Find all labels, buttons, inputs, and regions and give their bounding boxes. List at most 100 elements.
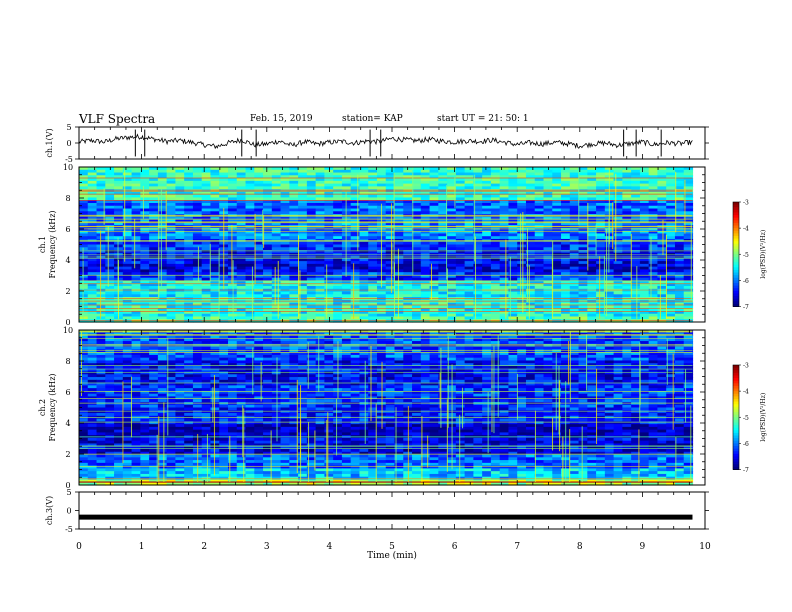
spectrogram-cell — [552, 178, 562, 182]
spectrogram-cell — [473, 269, 483, 273]
spectrogram-cell — [534, 214, 545, 218]
spectrogram-cell — [394, 250, 404, 254]
spectrogram-cell — [482, 236, 492, 240]
spectrogram-cell — [569, 247, 580, 251]
spectrogram-cell — [403, 263, 413, 268]
spectrogram-cell — [666, 280, 676, 284]
colorbar-segment — [733, 215, 739, 219]
spectrogram-cell — [666, 183, 676, 187]
colorbar-segment — [733, 262, 739, 266]
spectrogram-cell — [157, 222, 168, 226]
spectrogram-cell — [596, 261, 606, 265]
spectrogram-cell — [499, 244, 510, 248]
spectrogram-cell — [429, 244, 439, 248]
spectrogram-cell — [192, 219, 203, 223]
spectrogram-cell — [271, 341, 282, 345]
spectrogram-cell — [254, 216, 264, 221]
spectrogram-cell — [674, 214, 685, 218]
spectrogram-cell — [657, 313, 667, 318]
spectrogram-cell — [420, 310, 431, 315]
spectrogram-cell — [657, 222, 667, 226]
spectrogram-cell — [131, 197, 141, 201]
spectrogram-cell — [394, 194, 404, 199]
spectrogram-cell — [473, 227, 483, 232]
spectrogram-cell — [122, 341, 133, 345]
spectrogram-cell — [490, 211, 501, 215]
spectrogram-cell — [622, 191, 632, 196]
spectrogram-cell — [263, 197, 273, 201]
spectrogram-cell — [254, 338, 264, 342]
spectrogram-cell — [131, 291, 141, 295]
spectrogram-cell — [122, 280, 133, 284]
spectrogram-cell — [333, 269, 343, 273]
spectrogram-cell — [438, 354, 448, 359]
spectrogram-cell — [438, 216, 448, 221]
spectrogram-cell — [525, 175, 536, 179]
spectrogram-cell — [131, 241, 141, 246]
spectrogram-cell — [280, 346, 290, 350]
spectrogram-cell — [157, 186, 168, 190]
spectrogram-cell — [674, 316, 685, 320]
spectrogram-cell — [149, 214, 159, 218]
spectrogram-cell — [324, 241, 334, 246]
spectrogram-cell — [631, 316, 641, 320]
spectrogram-cell — [140, 346, 150, 350]
spectrogram-cell — [236, 205, 247, 210]
spectrogram-cell — [96, 194, 106, 199]
spectrogram-cell — [114, 236, 124, 240]
spectrogram-cell — [210, 346, 220, 350]
spectrogram-cell — [184, 263, 194, 268]
spectrogram-cell — [87, 263, 98, 268]
spectrogram-cell — [333, 266, 343, 271]
spectrogram-cell — [561, 261, 571, 265]
spectrogram-cell — [280, 352, 290, 356]
spectrogram-cell — [87, 349, 98, 353]
spectrogram-cell — [140, 222, 150, 226]
spectrogram-cell — [631, 205, 641, 210]
spectrogram-cell — [631, 283, 641, 287]
spectrogram-cell — [438, 261, 448, 265]
spectrogram-cell — [552, 230, 562, 235]
spectrogram-cell — [131, 319, 141, 323]
spectrogram-cell — [604, 305, 615, 309]
spectrogram-cell — [499, 291, 510, 295]
spectrogram-cell — [105, 283, 115, 287]
spectrogram-cell — [412, 305, 422, 309]
spectrogram-cell — [587, 178, 597, 182]
spectrogram-cell — [350, 354, 361, 359]
spectrogram-cell — [306, 288, 317, 293]
spectrogram-cell — [525, 280, 536, 284]
spectrogram-cell — [263, 200, 273, 204]
spectrogram-cell — [105, 247, 115, 251]
spectrogram-cell — [140, 208, 150, 212]
spectrogram-cell — [508, 269, 518, 273]
spectrogram-cell — [561, 299, 571, 304]
spectrogram-cell — [631, 222, 641, 226]
spectrogram-cell — [368, 283, 378, 287]
spectrogram-cell — [455, 308, 466, 312]
spectrogram-cell — [561, 338, 571, 342]
spectrogram-cell — [666, 236, 676, 240]
spectrogram-cell — [674, 291, 685, 295]
spectrogram-cell — [420, 197, 431, 201]
spectrogram-cell — [175, 310, 185, 315]
spectrogram-cell — [236, 299, 247, 304]
spectrogram-cell — [122, 197, 133, 201]
spectrogram-cell — [114, 202, 124, 207]
spectrogram-cell — [482, 352, 492, 356]
spectrogram-cell — [271, 202, 282, 207]
spectrogram-cell — [447, 277, 457, 282]
spectrogram-cell — [201, 208, 212, 212]
spectrogram-cell — [175, 172, 185, 176]
spectrogram-cell — [157, 211, 168, 215]
spectrogram-cell — [613, 352, 623, 356]
spectrogram-cell — [271, 211, 282, 215]
spectrogram-cell — [79, 310, 89, 315]
spectrogram-cell — [648, 269, 659, 273]
spectrogram-cell — [561, 288, 571, 293]
spectrogram-cell — [622, 236, 632, 240]
spectrogram-cell — [587, 214, 597, 218]
spectrogram-cell — [403, 183, 413, 187]
colorbar-tick-label: -5 — [743, 252, 749, 259]
spectrogram-cell — [455, 291, 466, 295]
